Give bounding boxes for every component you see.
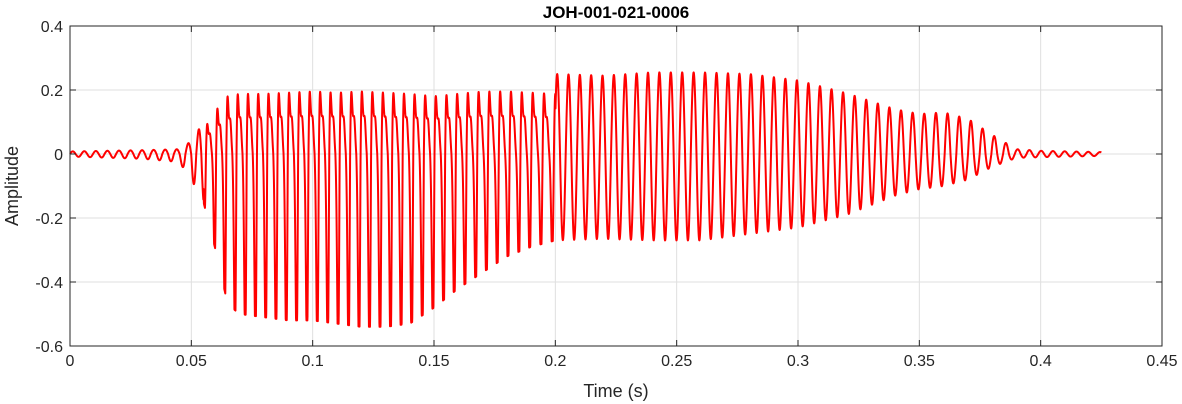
y-tick-label: 0.4 [41, 19, 63, 36]
y-tick-label: 0.2 [41, 83, 63, 100]
x-axis-label: Time (s) [583, 381, 648, 401]
y-tick-label: -0.2 [35, 211, 63, 228]
x-axis-ticks: 0 0.05 0.1 0.15 0.2 0.25 0.3 0.35 0.4 0.45 [66, 26, 1178, 370]
x-tick-label: 0.45 [1146, 353, 1177, 370]
y-axis-label: Amplitude [2, 146, 22, 226]
plot-background [70, 26, 1162, 346]
x-tick-label: 0.15 [418, 353, 449, 370]
x-tick-label: 0.1 [302, 353, 324, 370]
chart-title: JOH-001-021-0006 [543, 3, 689, 22]
x-tick-label: 0.4 [1030, 353, 1052, 370]
x-tick-label: 0.2 [544, 353, 566, 370]
waveform-line [69, 71, 1103, 328]
y-tick-label: 0 [54, 147, 63, 164]
x-tick-label: 0.3 [787, 353, 809, 370]
x-tick-label: 0.05 [176, 353, 207, 370]
y-tick-label: -0.4 [35, 275, 63, 292]
plot-frame [69, 25, 1163, 347]
waveform-series [69, 71, 1103, 328]
x-tick-label: 0.25 [661, 353, 692, 370]
y-axis-ticks: -0.6 -0.4 -0.2 0 0.2 0.4 [35, 19, 1162, 356]
y-tick-label: -0.6 [35, 339, 63, 356]
x-tick-label: 0.35 [904, 353, 935, 370]
x-tick-label: 0 [66, 353, 75, 370]
